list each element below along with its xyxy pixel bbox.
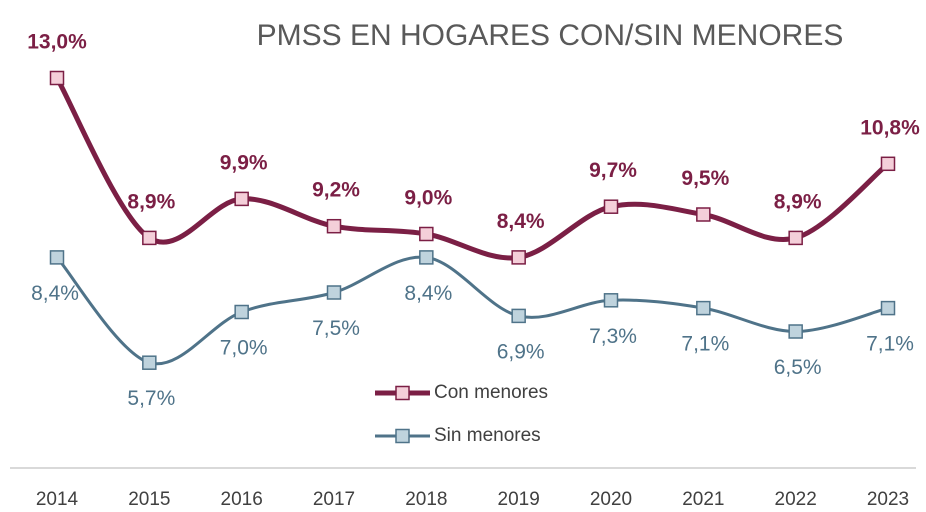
data-label: 7,1% xyxy=(866,333,914,356)
data-label: 6,5% xyxy=(774,356,822,379)
marker xyxy=(234,191,249,207)
legend-marker xyxy=(395,385,410,401)
legend-label: Con menores xyxy=(434,382,548,403)
line xyxy=(55,255,889,366)
data-label: 8,9% xyxy=(774,190,822,213)
data-label: 10,8% xyxy=(860,116,920,139)
marker xyxy=(326,285,342,300)
data-label: 7,0% xyxy=(220,337,268,360)
data-label: 8,4% xyxy=(404,282,452,305)
data-label: 5,7% xyxy=(127,387,175,410)
data-label: 9,0% xyxy=(404,187,452,210)
legend-marker xyxy=(395,428,410,444)
chart-title: PMSS EN HOGARES CON/SIN MENORES xyxy=(257,19,844,52)
legend-label: Sin menores xyxy=(434,425,541,446)
marker xyxy=(234,304,249,320)
x-tick-label: 2022 xyxy=(775,489,817,510)
marker xyxy=(142,355,157,370)
marker xyxy=(49,250,65,265)
marker xyxy=(880,300,896,316)
x-tick-label: 2020 xyxy=(590,489,632,510)
data-label: 7,5% xyxy=(312,317,360,340)
marker xyxy=(788,324,803,339)
data-label: 7,3% xyxy=(589,325,637,348)
marker xyxy=(603,199,619,214)
line xyxy=(54,76,890,261)
data-label: 9,5% xyxy=(681,167,729,190)
x-tick-label: 2018 xyxy=(405,489,447,510)
marker xyxy=(49,70,65,86)
x-tick-label: 2023 xyxy=(867,489,909,510)
data-label: 9,9% xyxy=(220,151,268,174)
x-tick-label: 2019 xyxy=(498,489,540,510)
data-label: 8,4% xyxy=(31,282,79,305)
marker xyxy=(511,308,526,324)
data-label: 13,0% xyxy=(27,31,87,54)
x-tick-label: 2016 xyxy=(221,489,263,510)
x-tick-label: 2017 xyxy=(313,489,355,510)
data-label: 9,2% xyxy=(312,179,360,202)
marker xyxy=(419,226,434,242)
marker xyxy=(696,207,711,222)
data-label: 8,9% xyxy=(127,190,175,213)
x-tick-label: 2021 xyxy=(682,489,724,510)
marker xyxy=(142,230,157,246)
data-label: 8,4% xyxy=(497,210,545,233)
marker xyxy=(788,230,803,246)
data-label: 6,9% xyxy=(497,340,545,363)
data-label: 7,1% xyxy=(681,333,729,356)
marker xyxy=(880,156,896,172)
x-tick-label: 2014 xyxy=(36,489,79,510)
x-tick-label: 2015 xyxy=(128,489,170,510)
marker xyxy=(511,250,526,265)
marker xyxy=(696,300,711,316)
marker xyxy=(326,218,342,234)
marker xyxy=(419,250,434,265)
marker xyxy=(603,293,619,308)
data-label: 9,7% xyxy=(589,159,637,182)
